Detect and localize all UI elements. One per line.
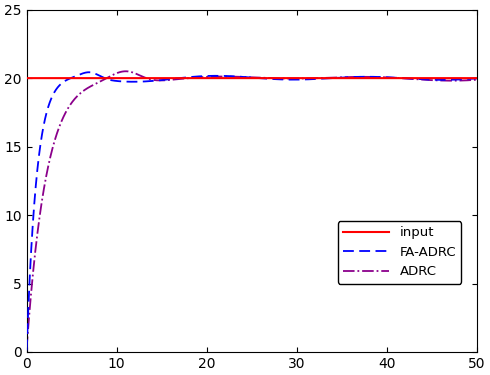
Legend: input, FA-ADRC, ADRC: input, FA-ADRC, ADRC	[338, 221, 462, 284]
